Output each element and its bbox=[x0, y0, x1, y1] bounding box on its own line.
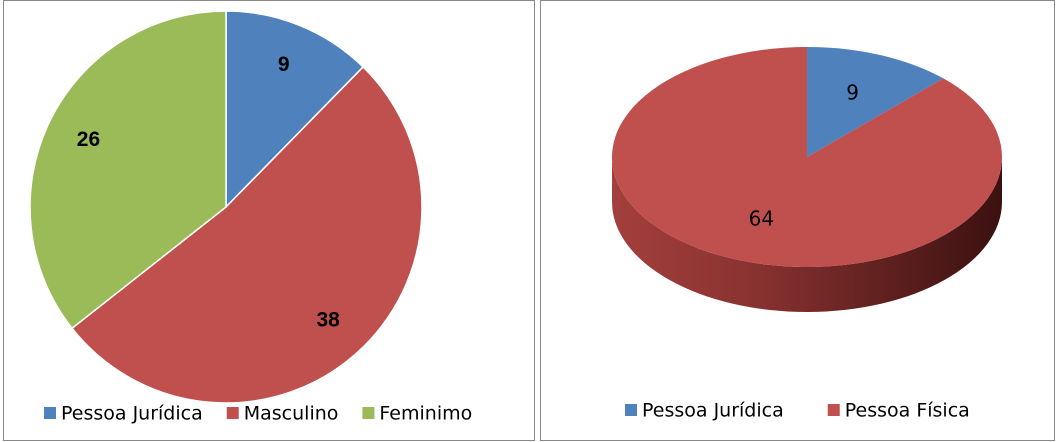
data-label: 64 bbox=[749, 207, 774, 231]
legend-label: Pessoa Física bbox=[845, 400, 970, 422]
pie-slice bbox=[225, 10, 365, 209]
pie-slice bbox=[29, 10, 227, 330]
legend-label: Masculino bbox=[244, 403, 339, 425]
legend-swatch bbox=[625, 404, 637, 416]
legend-swatch bbox=[827, 404, 840, 416]
legend-label: Pessoa Jurídica bbox=[642, 400, 784, 422]
legend-swatch bbox=[362, 407, 375, 419]
data-label: 9 bbox=[278, 53, 290, 76]
data-label: 26 bbox=[77, 128, 100, 151]
pie-side bbox=[612, 157, 1002, 312]
legend-swatch bbox=[44, 407, 56, 419]
legend-label: Pessoa Jurídica bbox=[61, 403, 203, 425]
pie-slice bbox=[612, 47, 1003, 267]
data-label: 38 bbox=[316, 308, 340, 331]
data-label: 9 bbox=[846, 80, 859, 104]
pie-slice bbox=[807, 47, 944, 157]
legend-label: Feminimo bbox=[379, 403, 472, 425]
legend-swatch bbox=[226, 407, 239, 419]
pie-slice bbox=[70, 65, 423, 404]
